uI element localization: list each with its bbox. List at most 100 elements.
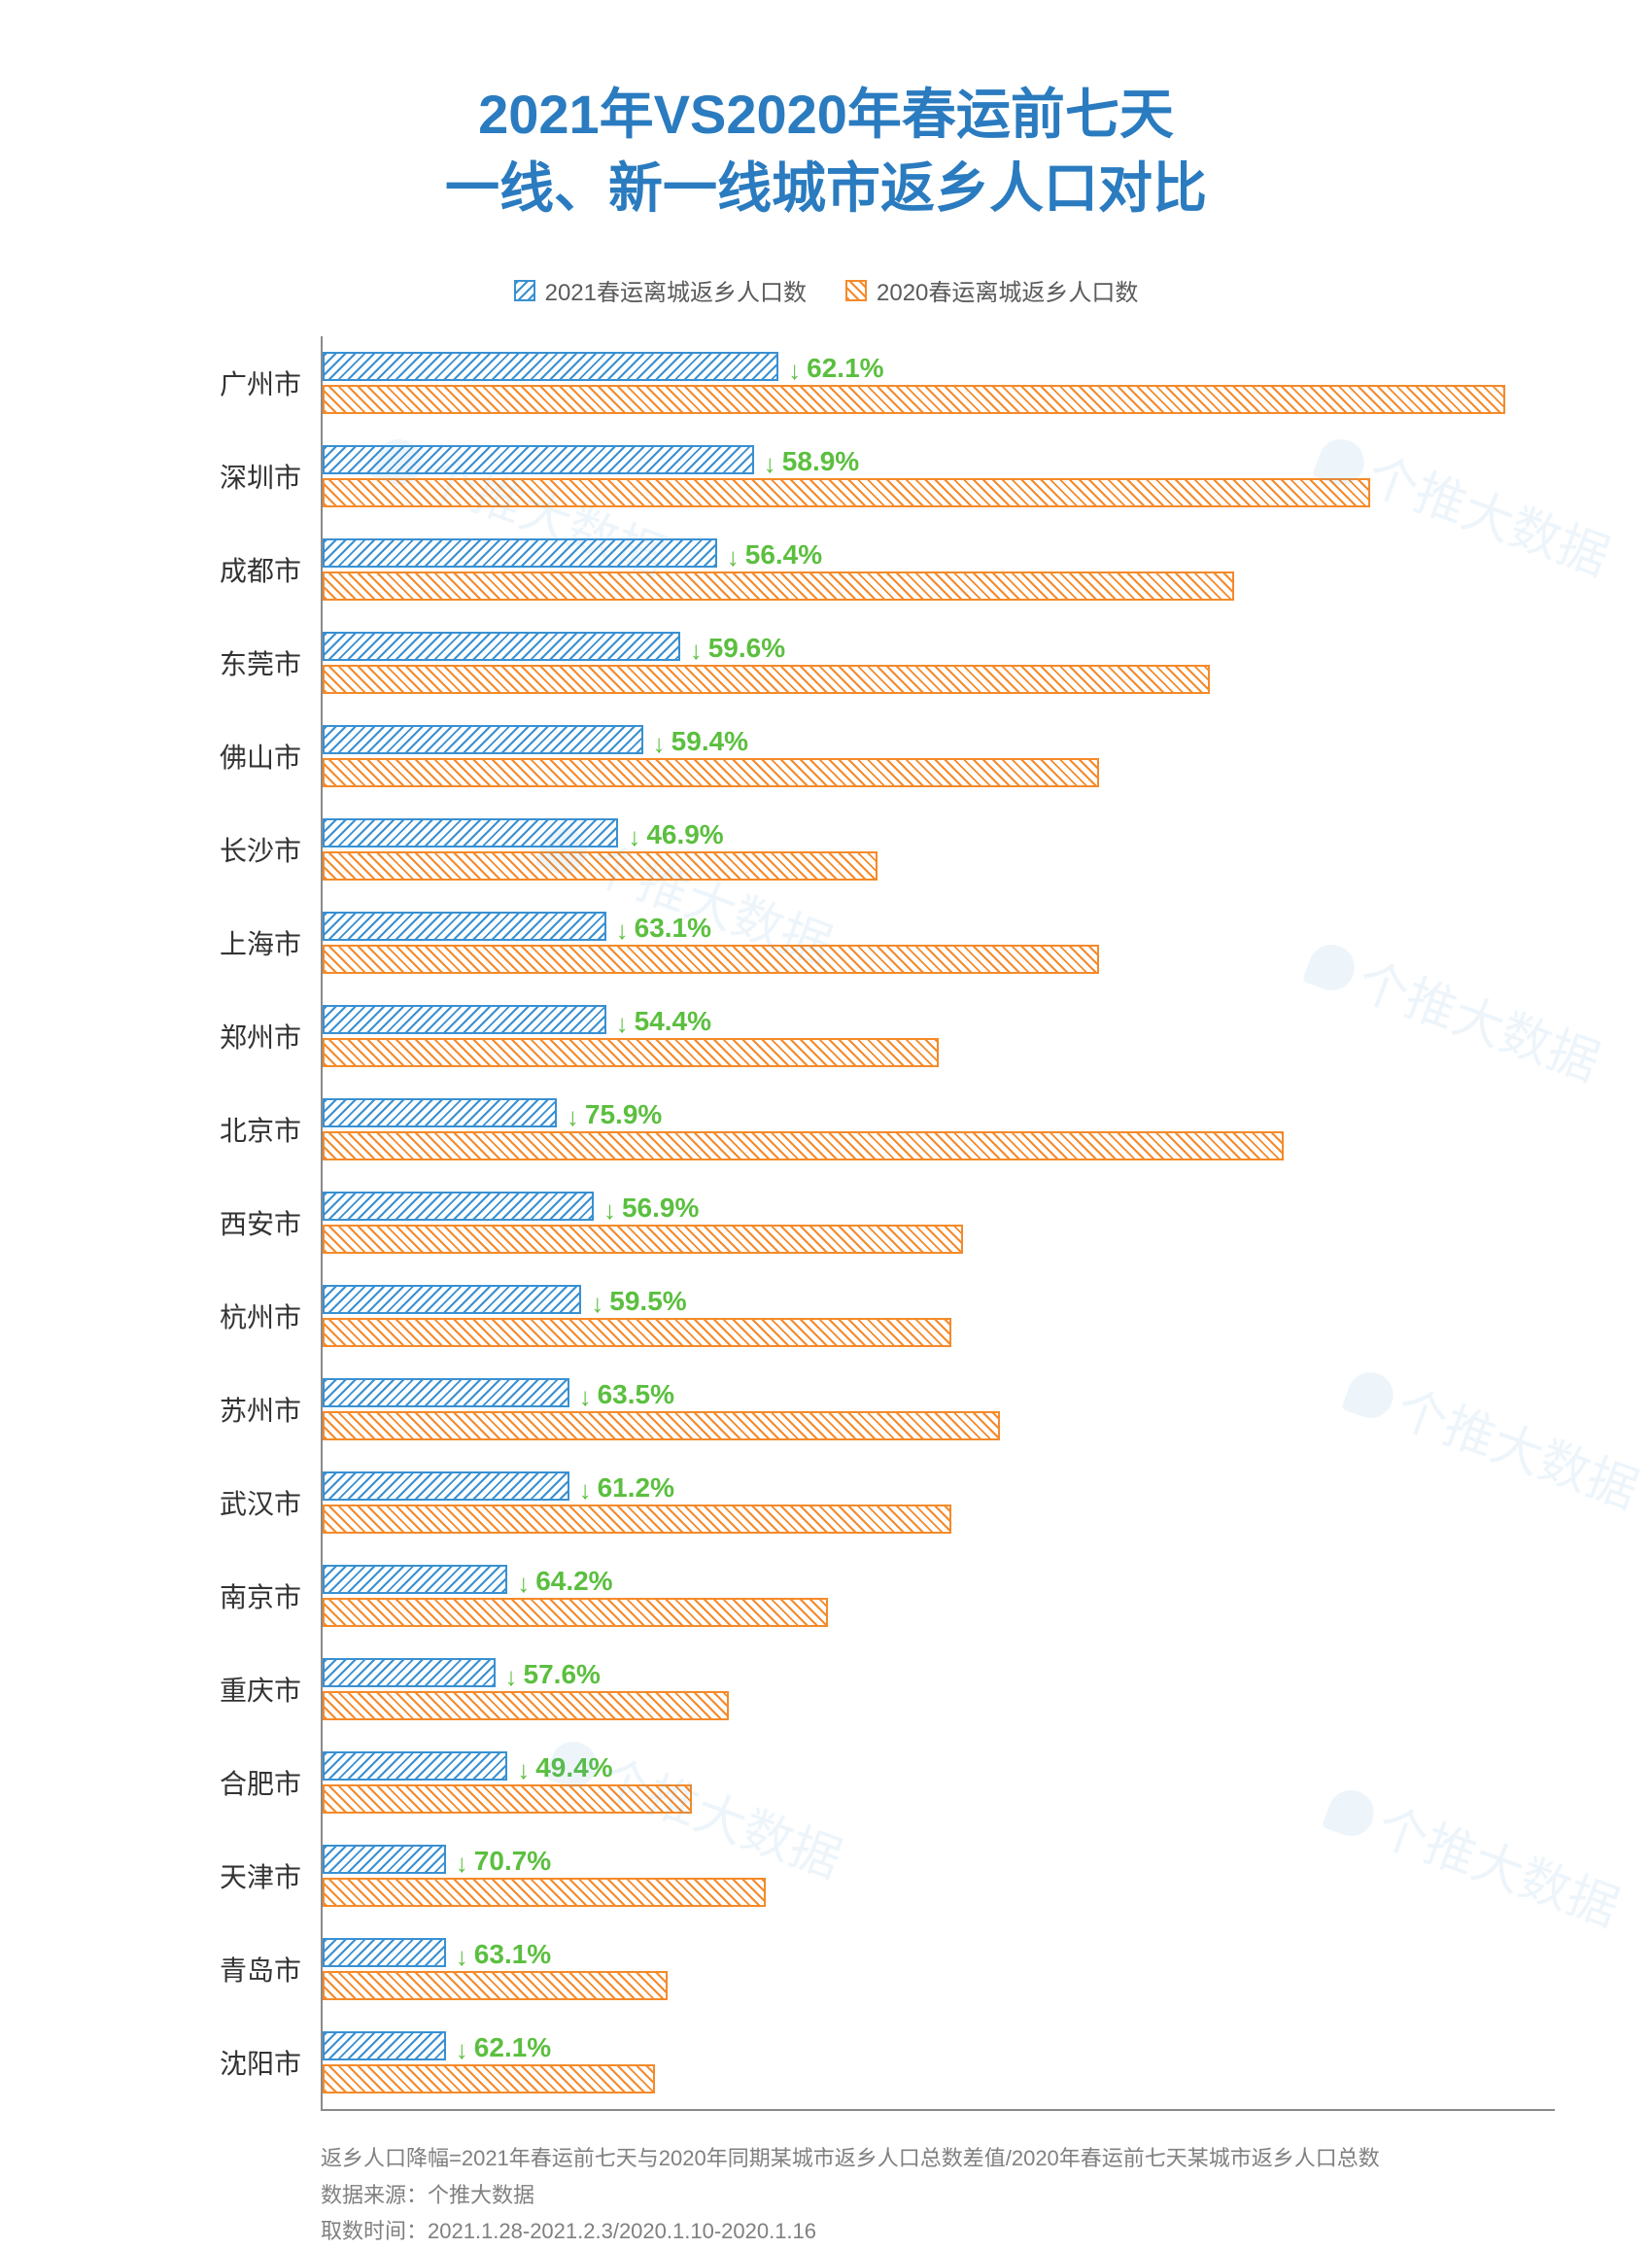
percent-value: 70.7%: [474, 1846, 551, 1877]
bars-cell: ↓49.4%: [321, 1736, 1555, 1829]
bar-2020: [323, 1225, 963, 1254]
percent-value: 58.9%: [782, 446, 859, 477]
arrow-down-icon: ↓: [456, 2037, 468, 2062]
city-label: 广州市: [155, 336, 321, 430]
bar-2020: [323, 1691, 729, 1720]
bar-2021: ↓54.4%: [323, 1005, 606, 1034]
arrow-down-icon: ↓: [456, 1944, 468, 1969]
city-label: 杭州市: [155, 1269, 321, 1363]
percent-value: 63.1%: [474, 1939, 551, 1970]
bar-2021: ↓59.6%: [323, 632, 680, 661]
title-line-1: 2021年VS2020年春运前七天: [478, 84, 1174, 145]
bar-2020: [323, 385, 1505, 414]
footer-line-1: 返乡人口降幅=2021年春运前七天与2020年同期某城市返乡人口总数差值/202…: [321, 2140, 1555, 2176]
arrow-down-icon: ↓: [591, 1291, 603, 1316]
bar-2020: [323, 571, 1234, 601]
arrow-down-icon: ↓: [788, 358, 801, 383]
city-label: 沈阳市: [155, 2016, 321, 2109]
bars-cell: ↓70.7%: [321, 1829, 1555, 1922]
chart-row: 合肥市↓49.4%: [155, 1736, 1555, 1829]
bar-2020: [323, 1411, 1000, 1440]
bar-2021: ↓63.1%: [323, 1938, 446, 1967]
bar-2020: [323, 1038, 939, 1067]
chart-row: 郑州市↓54.4%: [155, 989, 1555, 1083]
percent-value: 54.4%: [635, 1006, 711, 1037]
city-label: 苏州市: [155, 1363, 321, 1456]
percent-label: ↓59.5%: [579, 1287, 686, 1316]
bar-2021: ↓62.1%: [323, 352, 778, 381]
chart-row: 上海市↓63.1%: [155, 896, 1555, 989]
city-label: 武汉市: [155, 1456, 321, 1549]
chart-row: 沈阳市 ↓62.1%: [155, 2016, 1555, 2109]
arrow-down-icon: ↓: [579, 1384, 592, 1409]
chart-row: 深圳市↓58.9%: [155, 430, 1555, 523]
arrow-down-icon: ↓: [727, 544, 740, 570]
bar-2021: ↓61.2%: [323, 1471, 569, 1501]
bars-cell: ↓54.4%: [321, 989, 1555, 1083]
percent-label: ↓62.1%: [776, 354, 883, 383]
percent-value: 62.1%: [807, 353, 883, 384]
bar-2021: ↓57.6%: [323, 1658, 496, 1687]
arrow-down-icon: ↓: [505, 1664, 518, 1689]
city-label: 北京市: [155, 1083, 321, 1176]
percent-label: ↓75.9%: [555, 1100, 662, 1129]
bar-2020: [323, 945, 1099, 974]
percent-label: ↓46.9%: [616, 820, 723, 849]
percent-label: ↓56.9%: [592, 1194, 699, 1223]
percent-label: ↓63.1%: [604, 914, 711, 943]
chart-row: 杭州市↓59.5%: [155, 1269, 1555, 1363]
bars-cell: ↓64.2%: [321, 1549, 1555, 1643]
bar-2020: [323, 1318, 951, 1347]
bar-2020: [323, 2064, 655, 2093]
percent-value: 56.4%: [745, 539, 822, 571]
bars-cell: ↓63.1%: [321, 896, 1555, 989]
bars-cell: ↓56.9%: [321, 1176, 1555, 1269]
legend-label-2021: 2021春运离城返乡人口数: [545, 273, 807, 307]
title-line-2: 一线、新一线城市返乡人口对比: [445, 157, 1207, 219]
bars-cell: ↓63.1%: [321, 1922, 1555, 2016]
legend-swatch-2020: [845, 280, 867, 301]
arrow-down-icon: ↓: [567, 1104, 579, 1129]
bar-2021: ↓56.4%: [323, 538, 717, 568]
bar-2020: [323, 478, 1370, 507]
chart-row: 广州市↓62.1%: [155, 336, 1555, 430]
chart-row: 天津市↓70.7%: [155, 1829, 1555, 1922]
arrow-down-icon: ↓: [517, 1757, 530, 1782]
bar-chart: 广州市↓62.1%深圳市↓58.9%成都市↓56.4%东莞市↓59.6%佛山市↓…: [155, 336, 1555, 2111]
arrow-down-icon: ↓: [628, 824, 640, 849]
bar-2021: ↓59.4%: [323, 725, 643, 754]
percent-label: ↓64.2%: [505, 1567, 612, 1596]
arrow-down-icon: ↓: [653, 731, 666, 756]
bar-2020: [323, 851, 878, 881]
percent-label: ↓62.1%: [444, 2033, 551, 2062]
bar-2021: ↓75.9%: [323, 1098, 557, 1127]
chart-row: 成都市↓56.4%: [155, 523, 1555, 616]
bar-2020: [323, 1784, 692, 1814]
bar-2021: ↓63.5%: [323, 1378, 569, 1407]
city-label: 东莞市: [155, 616, 321, 709]
bars-cell: ↓62.1%: [321, 336, 1555, 430]
percent-value: 56.9%: [622, 1193, 699, 1224]
bar-2021: ↓49.4%: [323, 1751, 507, 1781]
bar-2020: [323, 665, 1210, 694]
city-label: 佛山市: [155, 709, 321, 803]
percent-value: 59.5%: [609, 1286, 686, 1317]
percent-label: ↓61.2%: [568, 1473, 674, 1503]
bar-2020: [323, 1971, 668, 2000]
percent-value: 63.5%: [598, 1379, 674, 1410]
bar-2021: ↓70.7%: [323, 1845, 446, 1874]
percent-label: ↓58.9%: [752, 447, 859, 476]
arrow-down-icon: ↓: [579, 1477, 592, 1503]
percent-value: 49.4%: [535, 1752, 612, 1783]
bar-2021: ↓64.2%: [323, 1565, 507, 1594]
bar-2020: [323, 1878, 766, 1907]
city-label: 重庆市: [155, 1643, 321, 1736]
bar-2021: ↓59.5%: [323, 1285, 581, 1314]
percent-value: 59.4%: [671, 726, 748, 757]
bars-cell: ↓46.9%: [321, 803, 1555, 896]
bar-2020: [323, 758, 1099, 787]
arrow-down-icon: ↓: [603, 1197, 616, 1223]
percent-label: ↓54.4%: [604, 1007, 711, 1036]
bar-2021: ↓63.1%: [323, 912, 606, 941]
arrow-down-icon: ↓: [690, 638, 703, 663]
